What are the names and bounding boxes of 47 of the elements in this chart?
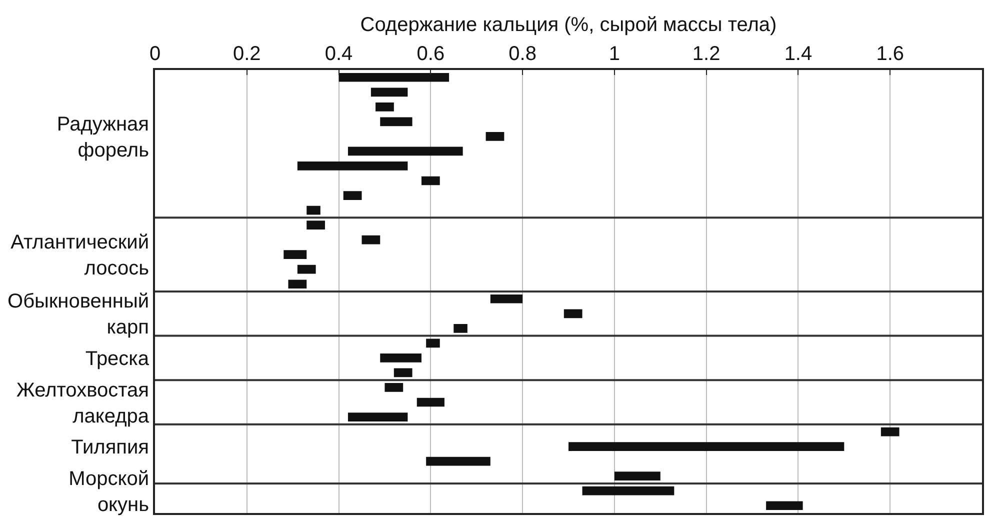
bar	[380, 354, 422, 362]
x-tick-label: 1	[608, 43, 620, 65]
bar	[426, 456, 490, 466]
bar	[426, 338, 440, 348]
bar	[564, 309, 582, 318]
bar	[384, 383, 404, 392]
bar	[338, 72, 450, 82]
x-axis-title: Содержание кальция (%, сырой массы тела)	[360, 14, 777, 36]
y-tick-label: Атлантический лосось	[10, 232, 149, 280]
bar	[454, 324, 468, 333]
bar	[880, 427, 900, 436]
bar	[766, 501, 803, 510]
bar	[416, 398, 444, 407]
bar	[614, 472, 660, 481]
y-tick-label: Обыкновенный карп	[8, 290, 149, 339]
bar	[568, 442, 844, 451]
bar	[486, 132, 504, 141]
bar	[284, 250, 307, 260]
x-tick-label: 1.4	[784, 43, 812, 65]
y-tick-label: Желтохвостая лакедра	[16, 379, 150, 428]
bar	[376, 102, 394, 112]
x-tick-label: 0.2	[232, 43, 261, 65]
x-tick-label: 0.4	[324, 43, 353, 65]
y-tick-label: Морской окунь	[68, 468, 149, 516]
bar	[582, 486, 674, 496]
bar	[348, 412, 408, 422]
y-tick-label: Тиляпия	[71, 436, 149, 459]
bar	[370, 88, 408, 97]
x-tick-label: 0	[149, 43, 161, 65]
y-tick-label: Радужная форель	[56, 113, 149, 162]
bar	[421, 176, 440, 186]
x-tick-label: 0.6	[416, 43, 445, 65]
x-tick-label: 1.2	[692, 43, 720, 65]
bar	[362, 235, 380, 244]
bar	[348, 146, 463, 156]
bar	[380, 117, 412, 126]
bar	[297, 264, 316, 274]
x-tick-label: 0.8	[508, 43, 536, 65]
bar	[306, 206, 320, 215]
bar	[297, 162, 408, 170]
bar	[394, 368, 412, 378]
bar	[288, 280, 307, 289]
bar	[343, 191, 362, 200]
bar	[490, 294, 523, 304]
bar	[306, 220, 325, 230]
y-tick-label: Треска	[85, 348, 150, 370]
x-tick-label: 1.6	[876, 43, 904, 65]
